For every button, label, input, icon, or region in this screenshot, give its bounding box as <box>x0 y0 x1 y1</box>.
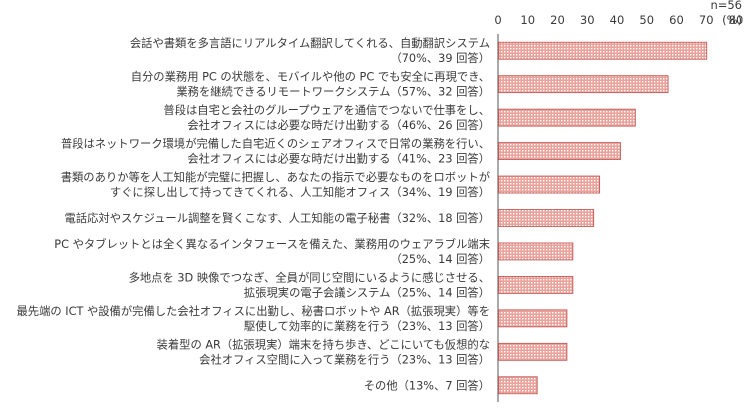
category-label: 会社オフィスには必要な時だけ出勤する（46%、26 回答） <box>187 118 490 132</box>
x-axis-ticks: 0 10 20 30 40 50 60 70 80 <box>494 13 743 27</box>
bar <box>498 142 621 160</box>
bar <box>498 175 601 194</box>
bar <box>498 276 574 294</box>
x-tick-label: 50 <box>639 13 654 27</box>
category-label: 会社オフィスには必要な時だけ出勤する（41%、23 回答） <box>187 152 490 166</box>
x-tick-label: 70 <box>699 13 714 27</box>
x-tick-label: 20 <box>550 13 565 27</box>
x-tick-label: 40 <box>610 13 625 27</box>
category-label: （70%、39 回答） <box>390 51 490 65</box>
bar <box>498 75 669 94</box>
category-label: 書類のありか等を人工知能が完璧に把握し、あなたの指示で必要なものをロボットが <box>61 170 490 184</box>
x-tick-label: 30 <box>580 13 595 27</box>
bar <box>498 342 568 361</box>
category-label: 普段は自宅と会社のグループウェアを通信でつないで仕事をし、 <box>163 103 490 117</box>
category-label: 会社オフィス空間に入って業務を行う（23%、13 回答） <box>199 352 490 366</box>
category-label: PC やタブレットとは全く異なるインタフェースを備えた、業務用のウェアラブル端末 <box>54 237 490 251</box>
category-label: 駆使して効率的に業務を行う（23%、13 回答） <box>244 319 490 333</box>
x-tick-label: 10 <box>520 13 535 27</box>
category-label: 普段はネットワーク環境が完備した自宅近くのシェアオフィスで日常の業務を行い、 <box>61 137 490 151</box>
x-tick-label: 60 <box>669 13 684 27</box>
bar <box>498 108 636 127</box>
category-label: 多地点を 3D 映像でつなぎ、全員が同じ空間にいるように感じさせる、 <box>129 270 490 284</box>
bar <box>498 376 538 395</box>
category-label: 装着型の AR（拡張現実）端末を持ち歩き、どこにいても仮想的な <box>157 337 490 351</box>
category-label: その他（13%、7 回答） <box>364 378 490 392</box>
category-label: すぐに探し出して持ってきてくれる、人工知能オフィス（34%、19 回答） <box>110 185 490 199</box>
bar <box>498 242 574 261</box>
category-label: 自分の業務用 PC の状態を、モバイルや他の PC でも安全に再現でき、 <box>131 70 490 84</box>
category-label: 会話や書類を多言語にリアルタイム翻訳してくれる、自動翻訳システム <box>130 36 490 50</box>
bars <box>498 41 708 395</box>
sample-size-note: n=56 <box>710 0 742 12</box>
unit-label: (%) <box>722 13 742 27</box>
x-tick-label: 0 <box>494 13 501 27</box>
bar <box>498 309 568 328</box>
category-labels: 会話や書類を多言語にリアルタイム翻訳してくれる、自動翻訳システム（70%、39 … <box>16 36 490 392</box>
category-label: 最先端の ICT や設備が完備した会社オフィスに出勤し、秘書ロボットや AR（拡… <box>16 304 490 318</box>
bar <box>498 41 708 60</box>
category-label: 電話応対やスケジュール調整を賢くこなす、人工知能の電子秘書（32%、18 回答） <box>65 211 490 225</box>
category-label: 拡張現実の電子会議システム（25%、14 回答） <box>244 285 490 299</box>
bar <box>498 209 595 227</box>
category-label: （25%、14 回答） <box>390 252 490 266</box>
x-tick-label: 80 <box>729 13 744 27</box>
category-label: 業務を継続できるリモートワークシステム（57%、32 回答） <box>176 85 490 99</box>
